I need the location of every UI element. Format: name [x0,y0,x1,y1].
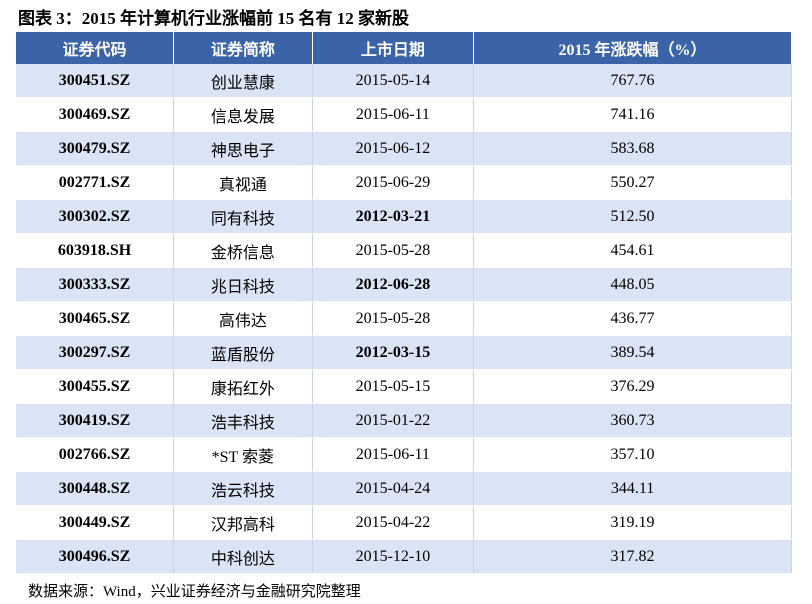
table-cell: 2015-12-10 [312,539,475,574]
header-cell: 证券代码 [16,32,175,64]
table-cell: 蓝盾股份 [173,335,313,370]
table-cell: 300302.SZ [16,199,175,234]
table-cell: 300449.SZ [16,505,175,540]
table-cell: 448.05 [473,267,792,302]
table-cell: 317.82 [473,539,792,574]
table-cell: 550.27 [473,165,792,200]
table-cell: 2015-06-12 [312,131,475,166]
table-cell: 436.77 [473,301,792,336]
table-cell: 2012-03-21 [312,199,475,234]
table-cell: 2015-06-11 [312,437,475,472]
table-cell: 2012-06-28 [312,267,475,302]
table-row: 300449.SZ 汉邦高科 2015-04-22 319.19 [16,505,792,540]
table-row: 300419.SZ 浩丰科技 2015-01-22 360.73 [16,403,792,438]
table-cell: 300496.SZ [16,539,175,574]
table-row: 300333.SZ 兆日科技 2012-06-28 448.05 [16,267,792,302]
table-cell: 2015-05-28 [312,233,475,268]
table-cell: 376.29 [473,369,792,404]
table-cell: 金桥信息 [173,233,313,268]
table-cell: 2015-05-15 [312,369,475,404]
header-cell: 证券简称 [173,32,313,64]
source-note: 数据来源：Wind，兴业证券经济与金融研究院整理 [28,584,361,600]
table-cell: 高伟达 [173,301,313,336]
table: 证券代码 证券简称 上市日期 2015 年涨跌幅（%） 300451.SZ 创业慧康 20… [16,32,792,574]
table-cell: 浩云科技 [173,471,313,506]
table-cell: 2015-04-24 [312,471,475,506]
table-cell: 603918.SH [16,233,175,268]
table-cell: 300333.SZ [16,267,175,302]
table-cell: 300455.SZ [16,369,175,404]
table-cell: 2015-06-11 [312,97,475,132]
table-cell: 454.61 [473,233,792,268]
table-row: 300302.SZ 同有科技 2012-03-21 512.50 [16,199,792,234]
table-cell: 真视通 [173,165,313,200]
table-cell: 信息发展 [173,97,313,132]
table-cell: 康拓红外 [173,369,313,404]
table-cell: 002766.SZ [16,437,175,472]
table-cell: 2015-04-22 [312,505,475,540]
table-cell: 神思电子 [173,131,313,166]
table-row: 300455.SZ 康拓红外 2015-05-15 376.29 [16,369,792,404]
table-row: 300469.SZ 信息发展 2015-06-11 741.16 [16,97,792,132]
table-row: 300451.SZ 创业慧康 2015-05-14 767.76 [16,64,792,98]
table-row: 300465.SZ 高伟达 2015-05-28 436.77 [16,301,792,336]
table-row: 603918.SH 金桥信息 2015-05-28 454.61 [16,233,792,268]
table-cell: 512.50 [473,199,792,234]
table-cell: 741.16 [473,97,792,132]
table-cell: 2015-01-22 [312,403,475,438]
table-cell: 389.54 [473,335,792,370]
table-cell: 同有科技 [173,199,313,234]
table-cell: 300419.SZ [16,403,175,438]
table-cell: 002771.SZ [16,165,175,200]
table-cell: 360.73 [473,403,792,438]
table-cell: 中科创达 [173,539,313,574]
table-row: 300297.SZ 蓝盾股份 2012-03-15 389.54 [16,335,792,370]
header-cell: 2015 年涨跌幅（%） [473,32,792,64]
header-row: 证券代码 证券简称 上市日期 2015 年涨跌幅（%） [16,32,792,64]
table-row: 300496.SZ 中科创达 2015-12-10 317.82 [16,539,792,574]
table-cell: 2015-05-28 [312,301,475,336]
table-cell: 300479.SZ [16,131,175,166]
table-cell: 300451.SZ [16,64,175,98]
header-cell: 上市日期 [312,32,475,64]
table-cell: 创业慧康 [173,64,313,98]
table-row: 300448.SZ 浩云科技 2015-04-24 344.11 [16,471,792,506]
table-body: 300451.SZ 创业慧康 2015-05-14 767.76 300469.SZ 信息… [16,64,792,574]
table-cell: 300465.SZ [16,301,175,336]
table-cell: 357.10 [473,437,792,472]
title: 图表 3：2015 年计算机行业涨幅前 15 名有 12 家新股 [18,9,409,28]
table-cell: 767.76 [473,64,792,98]
table-cell: 583.68 [473,131,792,166]
table-cell: 2012-03-15 [312,335,475,370]
table-cell: 300297.SZ [16,335,175,370]
table-cell: 344.11 [473,471,792,506]
table-cell: 兆日科技 [173,267,313,302]
table-cell: *ST 索菱 [173,437,313,472]
table-cell: 319.19 [473,505,792,540]
table-row: 002766.SZ *ST 索菱 2015-06-11 357.10 [16,437,792,472]
table-cell: 2015-05-14 [312,64,475,98]
table-cell: 2015-06-29 [312,165,475,200]
table-cell: 浩丰科技 [173,403,313,438]
table-cell: 300448.SZ [16,471,175,506]
table-cell: 300469.SZ [16,97,175,132]
table-row: 002771.SZ 真视通 2015-06-29 550.27 [16,165,792,200]
table-row: 300479.SZ 神思电子 2015-06-12 583.68 [16,131,792,166]
table-cell: 汉邦高科 [173,505,313,540]
